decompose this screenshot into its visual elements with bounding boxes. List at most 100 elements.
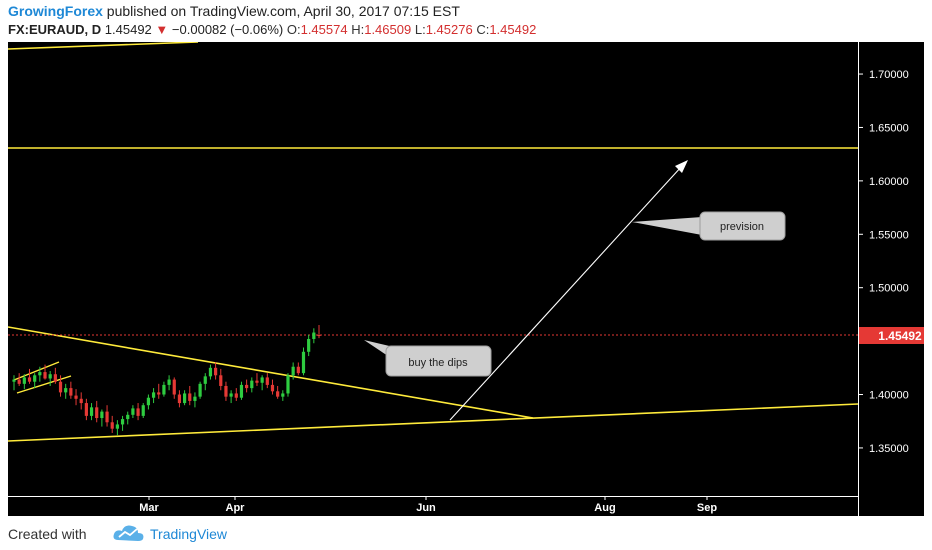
tradingview-brand[interactable]: TradingView — [150, 526, 228, 542]
candle-up — [146, 397, 151, 406]
candle-up — [141, 405, 145, 416]
candle-up — [281, 393, 285, 397]
high-value: 1.46509 — [364, 22, 412, 37]
y-tick-label: 1.35000 — [869, 443, 909, 455]
x-tick-label: Sep — [697, 502, 717, 514]
upper-channel-line — [8, 42, 199, 50]
published-text: published on TradingView.com, April 30, … — [106, 3, 460, 19]
candle-up — [198, 383, 202, 397]
price-axis[interactable] — [858, 42, 924, 516]
last-price: 1.45492 — [104, 22, 152, 37]
candle-down — [157, 392, 161, 395]
candle-down — [84, 403, 88, 416]
candle-up — [33, 375, 37, 382]
flag-line-lower — [16, 375, 72, 394]
author-name[interactable]: GrowingForex — [8, 3, 103, 19]
candle-down — [58, 381, 63, 393]
tradingview-cloud-icon — [113, 525, 144, 541]
down-triangle-icon: ▼ — [155, 22, 169, 37]
y-tick-label: 1.70000 — [869, 69, 909, 81]
callout-box — [699, 211, 786, 241]
last-price-tag: 1.45492 — [859, 327, 924, 344]
close-label: C: — [476, 22, 490, 37]
candle-up — [167, 379, 171, 385]
candle-down — [224, 385, 228, 397]
candle-up — [64, 388, 68, 393]
open-value: 1.45574 — [300, 22, 348, 37]
candle-down — [219, 375, 223, 386]
callout-box — [385, 345, 492, 377]
flag-line-upper — [13, 361, 60, 381]
candle-down — [43, 372, 47, 379]
y-tick-group: 1.70000 1.65000 1.60000 1.55000 1.50000 1.400… — [858, 69, 909, 455]
candle-down — [110, 422, 114, 429]
y-tick-label: 1.55000 — [869, 229, 909, 241]
candle-up — [100, 411, 104, 419]
x-tick-label: Apr — [226, 502, 246, 514]
arrow-head-icon — [675, 160, 688, 173]
publish-info: GrowingForex published on TradingView.co… — [8, 3, 460, 19]
buy-the-dips-callout[interactable]: buy the dips — [364, 340, 492, 377]
candle-up — [89, 407, 94, 416]
buy-the-dips-label: buy the dips — [408, 357, 468, 369]
candle-down — [172, 379, 176, 395]
y-tick-label: 1.60000 — [869, 176, 909, 188]
candle-up — [182, 393, 187, 404]
candle-down — [276, 391, 280, 397]
prevision-arrow-line — [449, 165, 683, 421]
candle-down — [17, 379, 21, 384]
candle-down — [317, 335, 321, 337]
candle-down — [265, 377, 269, 385]
candle-down — [245, 384, 249, 389]
callout-pointer — [632, 217, 702, 235]
candle-up — [208, 367, 213, 377]
close-value: 1.45492 — [489, 22, 537, 37]
candle-up — [312, 332, 316, 339]
low-label: L: — [414, 22, 426, 37]
candle-up — [48, 374, 52, 379]
candle-up — [193, 396, 197, 401]
candle-down — [27, 377, 32, 382]
y-tick-label: 1.40000 — [869, 390, 909, 402]
candle-down — [296, 366, 300, 374]
time-axis[interactable] — [8, 496, 858, 516]
candle-up — [115, 424, 119, 429]
symbol-label: FX:EURAUD, D — [8, 22, 102, 37]
x-tick-group: Mar Apr Jun Aug Sep — [139, 496, 717, 514]
prevision-callout[interactable]: prevision — [632, 211, 786, 241]
candle-up — [229, 393, 233, 397]
candle-up — [151, 392, 156, 398]
candle-up — [22, 377, 26, 384]
candle-up — [291, 366, 295, 376]
candle-up — [301, 351, 306, 374]
candle-up — [131, 408, 135, 415]
candle-up — [239, 384, 244, 398]
descending-trendline — [8, 326, 534, 419]
candle-down — [255, 380, 259, 383]
candle-down — [136, 408, 140, 416]
candle-up — [203, 376, 207, 384]
candle-down — [74, 395, 78, 399]
high-label: H: — [351, 22, 365, 37]
price-chart[interactable]: 1.70000 1.65000 1.60000 1.55000 1.50000 1.400… — [8, 42, 924, 516]
candle-down — [69, 388, 73, 396]
last-price-tag-bg — [859, 327, 924, 344]
candle-down — [214, 367, 218, 376]
created-with-label: Created with — [8, 526, 87, 542]
candle-down — [53, 374, 57, 382]
candle-up — [38, 372, 42, 376]
plot-area[interactable] — [8, 42, 858, 496]
candle-up — [307, 338, 311, 352]
candle-down — [95, 407, 99, 419]
candle-up — [162, 384, 166, 395]
candle-down — [188, 393, 192, 401]
last-price-tag-label: 1.45492 — [878, 329, 922, 343]
candles-group — [12, 324, 321, 436]
prevision-label: prevision — [720, 221, 764, 233]
open-label: O: — [286, 22, 301, 37]
candle-up — [126, 414, 130, 420]
candle-up — [260, 377, 264, 383]
candle-down — [105, 411, 109, 423]
candle-down — [79, 398, 83, 404]
price-change: −0.00082 (−0.06%) — [171, 22, 284, 37]
